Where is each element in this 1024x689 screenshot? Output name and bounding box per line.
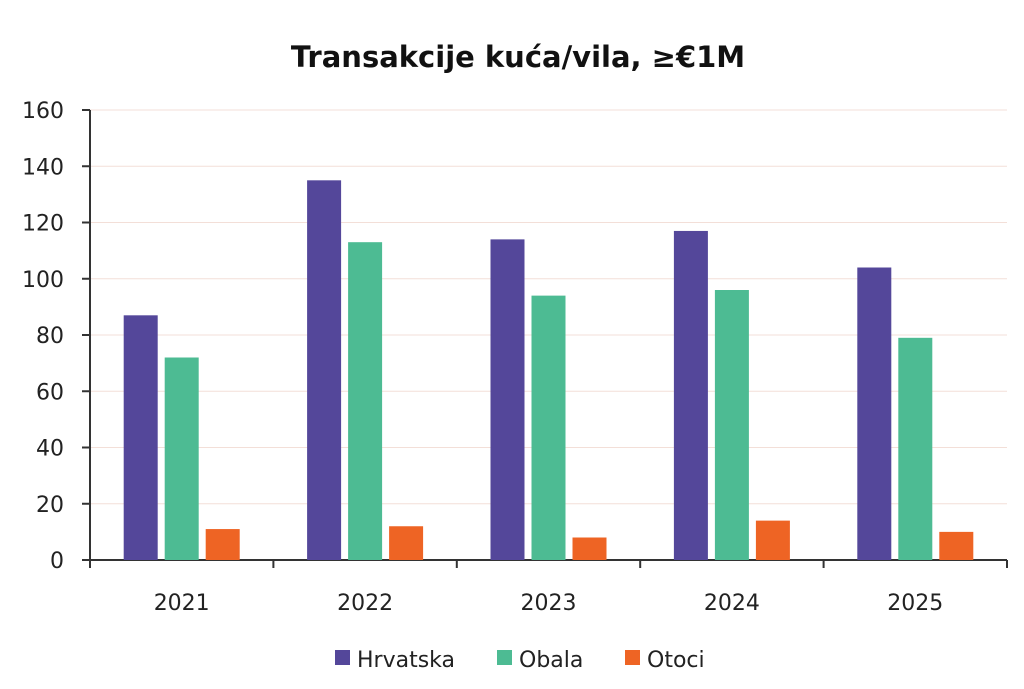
y-tick-label: 80 — [36, 324, 64, 349]
bars — [123, 180, 974, 560]
x-tick-label: 2024 — [704, 591, 760, 616]
y-tick-label: 140 — [22, 155, 64, 180]
legend-swatch-obala — [497, 650, 512, 665]
chart-title: Transakcije kuća/vila, ≥€1M — [291, 40, 745, 74]
bar-hrvatska-2023 — [490, 239, 525, 560]
x-tick-label: 2022 — [337, 591, 393, 616]
bar-obala-2021 — [164, 357, 199, 560]
y-tick-label: 40 — [36, 437, 64, 462]
legend: Hrvatska Obala Otoci — [335, 648, 705, 673]
x-tick-label: 2023 — [521, 591, 577, 616]
y-tick-label: 0 — [50, 549, 64, 574]
legend-label-otoci: Otoci — [647, 648, 705, 673]
y-tick-label: 20 — [36, 493, 64, 518]
y-tick-label: 160 — [22, 99, 64, 124]
bar-hrvatska-2022 — [307, 180, 342, 560]
bar-otoci-2025 — [939, 531, 974, 560]
tick-labels: 0 20 40 60 80 100 120 140 160 2021 2022 2023 2024 202… — [22, 99, 943, 616]
legend-swatch-otoci — [625, 650, 640, 665]
legend-swatch-hrvatska — [335, 650, 350, 665]
y-tick-label: 60 — [36, 380, 64, 405]
bar-otoci-2021 — [205, 529, 240, 560]
bar-hrvatska-2021 — [123, 315, 158, 560]
bar-hrvatska-2024 — [673, 230, 708, 560]
bar-obala-2023 — [531, 295, 566, 560]
x-tick-label: 2025 — [887, 591, 943, 616]
y-tick-label: 100 — [22, 268, 64, 293]
legend-label-obala: Obala — [519, 648, 583, 673]
axes — [82, 109, 1008, 568]
legend-label-hrvatska: Hrvatska — [357, 648, 455, 673]
bar-otoci-2022 — [389, 526, 424, 560]
bar-otoci-2024 — [755, 520, 790, 560]
x-tick-label: 2021 — [154, 591, 210, 616]
bar-hrvatska-2025 — [857, 267, 892, 560]
bar-otoci-2023 — [572, 537, 607, 560]
y-tick-label: 120 — [22, 212, 64, 237]
bar-obala-2025 — [898, 337, 933, 560]
bar-obala-2022 — [348, 242, 383, 560]
bar-obala-2024 — [714, 290, 749, 560]
